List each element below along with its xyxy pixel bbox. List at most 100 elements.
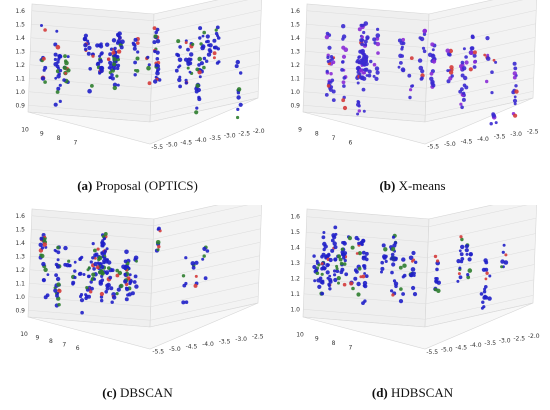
- chart-panel-hdbscan: 1.6 1.5 1.4 1.3 1.2 1.1 1.0 10 9 8 7 -5.5 -5.0 -4.5 -4…: [275, 205, 550, 410]
- x-tick-label: -5.0: [166, 142, 178, 149]
- x-tick-label: -5.0: [169, 346, 181, 353]
- data-point: [157, 245, 161, 249]
- data-point: [491, 112, 496, 116]
- data-point: [236, 91, 241, 95]
- y-tick-label: 7: [73, 140, 77, 147]
- data-point: [236, 107, 240, 111]
- z-gridline: [306, 10, 429, 21]
- z-gridline: [30, 242, 153, 253]
- data-point: [319, 279, 324, 284]
- data-point: [361, 71, 365, 75]
- data-point: [459, 235, 463, 239]
- data-point: [356, 102, 361, 107]
- data-point: [201, 257, 205, 261]
- z-gridline: [428, 217, 537, 243]
- data-point: [336, 254, 342, 259]
- data-point: [115, 292, 119, 296]
- data-point: [469, 50, 474, 56]
- z-gridline: [28, 91, 151, 102]
- data-point: [181, 300, 186, 305]
- data-point: [320, 272, 324, 276]
- data-point: [473, 60, 477, 64]
- data-point: [131, 41, 135, 45]
- data-point: [484, 285, 488, 289]
- data-point: [197, 63, 201, 67]
- data-point: [327, 45, 332, 50]
- data-point: [53, 42, 58, 47]
- data-point: [320, 291, 325, 296]
- data-point: [206, 39, 210, 44]
- x-tick-label: -4.5: [455, 344, 467, 351]
- data-point: [431, 83, 436, 88]
- data-point: [332, 241, 337, 246]
- y-tick-label: 7: [348, 345, 352, 352]
- data-point: [207, 48, 212, 53]
- data-point: [343, 47, 349, 52]
- data-point: [155, 57, 160, 61]
- data-point: [340, 68, 344, 72]
- data-point: [350, 245, 355, 250]
- data-point: [95, 265, 100, 270]
- data-point: [472, 50, 477, 55]
- data-point: [39, 236, 44, 241]
- data-point: [401, 292, 405, 296]
- data-point: [202, 30, 206, 35]
- data-point: [339, 270, 344, 275]
- data-point: [42, 242, 47, 247]
- data-point: [361, 87, 366, 92]
- data-point: [362, 264, 367, 269]
- data-point: [467, 257, 472, 262]
- z-gridline: [150, 91, 259, 116]
- y-tick-label: 7: [62, 342, 66, 349]
- caption-label: (d): [371, 385, 388, 400]
- data-point: [329, 72, 333, 76]
- data-point: [119, 45, 124, 50]
- data-point: [367, 69, 372, 74]
- data-point: [333, 257, 338, 262]
- z-tick-label: 1.2: [290, 62, 300, 69]
- data-point: [411, 250, 416, 256]
- data-point: [87, 45, 92, 51]
- data-point: [86, 51, 91, 56]
- z-gridline: [303, 91, 426, 102]
- data-point: [85, 286, 89, 290]
- data-point: [135, 259, 138, 263]
- x-tick-label: -4.0: [195, 137, 207, 144]
- data-point: [238, 102, 243, 107]
- data-point: [343, 258, 347, 263]
- data-point: [55, 276, 61, 282]
- data-point: [322, 241, 327, 247]
- data-point: [109, 47, 114, 51]
- z-tick-label: 0.9: [15, 102, 25, 109]
- data-point: [64, 72, 67, 75]
- data-point: [333, 269, 337, 273]
- data-point: [342, 105, 348, 111]
- data-point: [62, 78, 66, 82]
- data-point: [56, 86, 61, 91]
- data-point: [421, 46, 426, 50]
- z-gridline: [30, 37, 153, 48]
- y-tick-label: 9: [315, 336, 319, 343]
- z-gridline: [30, 51, 153, 62]
- z-gridline: [151, 50, 260, 75]
- data-point: [177, 57, 183, 63]
- data-point: [472, 65, 477, 69]
- z-tick-label: 1.5: [290, 21, 300, 28]
- x-tick-label: -4.0: [470, 342, 482, 349]
- z-gridline: [153, 215, 262, 240]
- z-gridline: [150, 77, 259, 102]
- data-point: [391, 293, 395, 297]
- data-point: [104, 290, 108, 294]
- data-point: [327, 284, 331, 288]
- data-point: [466, 275, 471, 280]
- caption-label: (a): [77, 178, 93, 193]
- x-tick-label: -2.0: [253, 128, 265, 135]
- data-point: [87, 88, 92, 94]
- data-point: [155, 70, 160, 76]
- data-point: [433, 254, 438, 259]
- data-point: [372, 37, 377, 42]
- data-point: [205, 249, 210, 253]
- data-point: [400, 54, 404, 58]
- data-point: [363, 255, 367, 259]
